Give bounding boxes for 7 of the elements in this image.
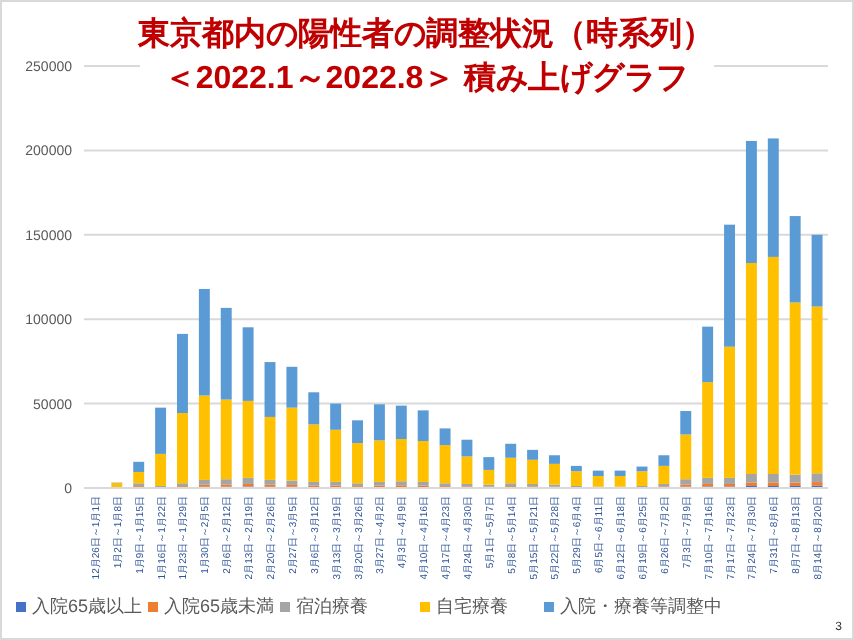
legend-label: 入院65歳未満 <box>164 596 275 616</box>
legend-label: 入院・療養等調整中 <box>560 596 722 616</box>
legend-label: 入院65歳以上 <box>32 596 143 616</box>
legend-label: 宿泊療養 <box>296 596 368 616</box>
chart-subtitle: ＜2022.1～2022.8＞ 積み上げグラフ <box>163 60 689 96</box>
legend-label: 自宅療養 <box>436 596 508 616</box>
chart-title: 東京都内の陽性者の調整状況（時系列） <box>136 16 714 52</box>
